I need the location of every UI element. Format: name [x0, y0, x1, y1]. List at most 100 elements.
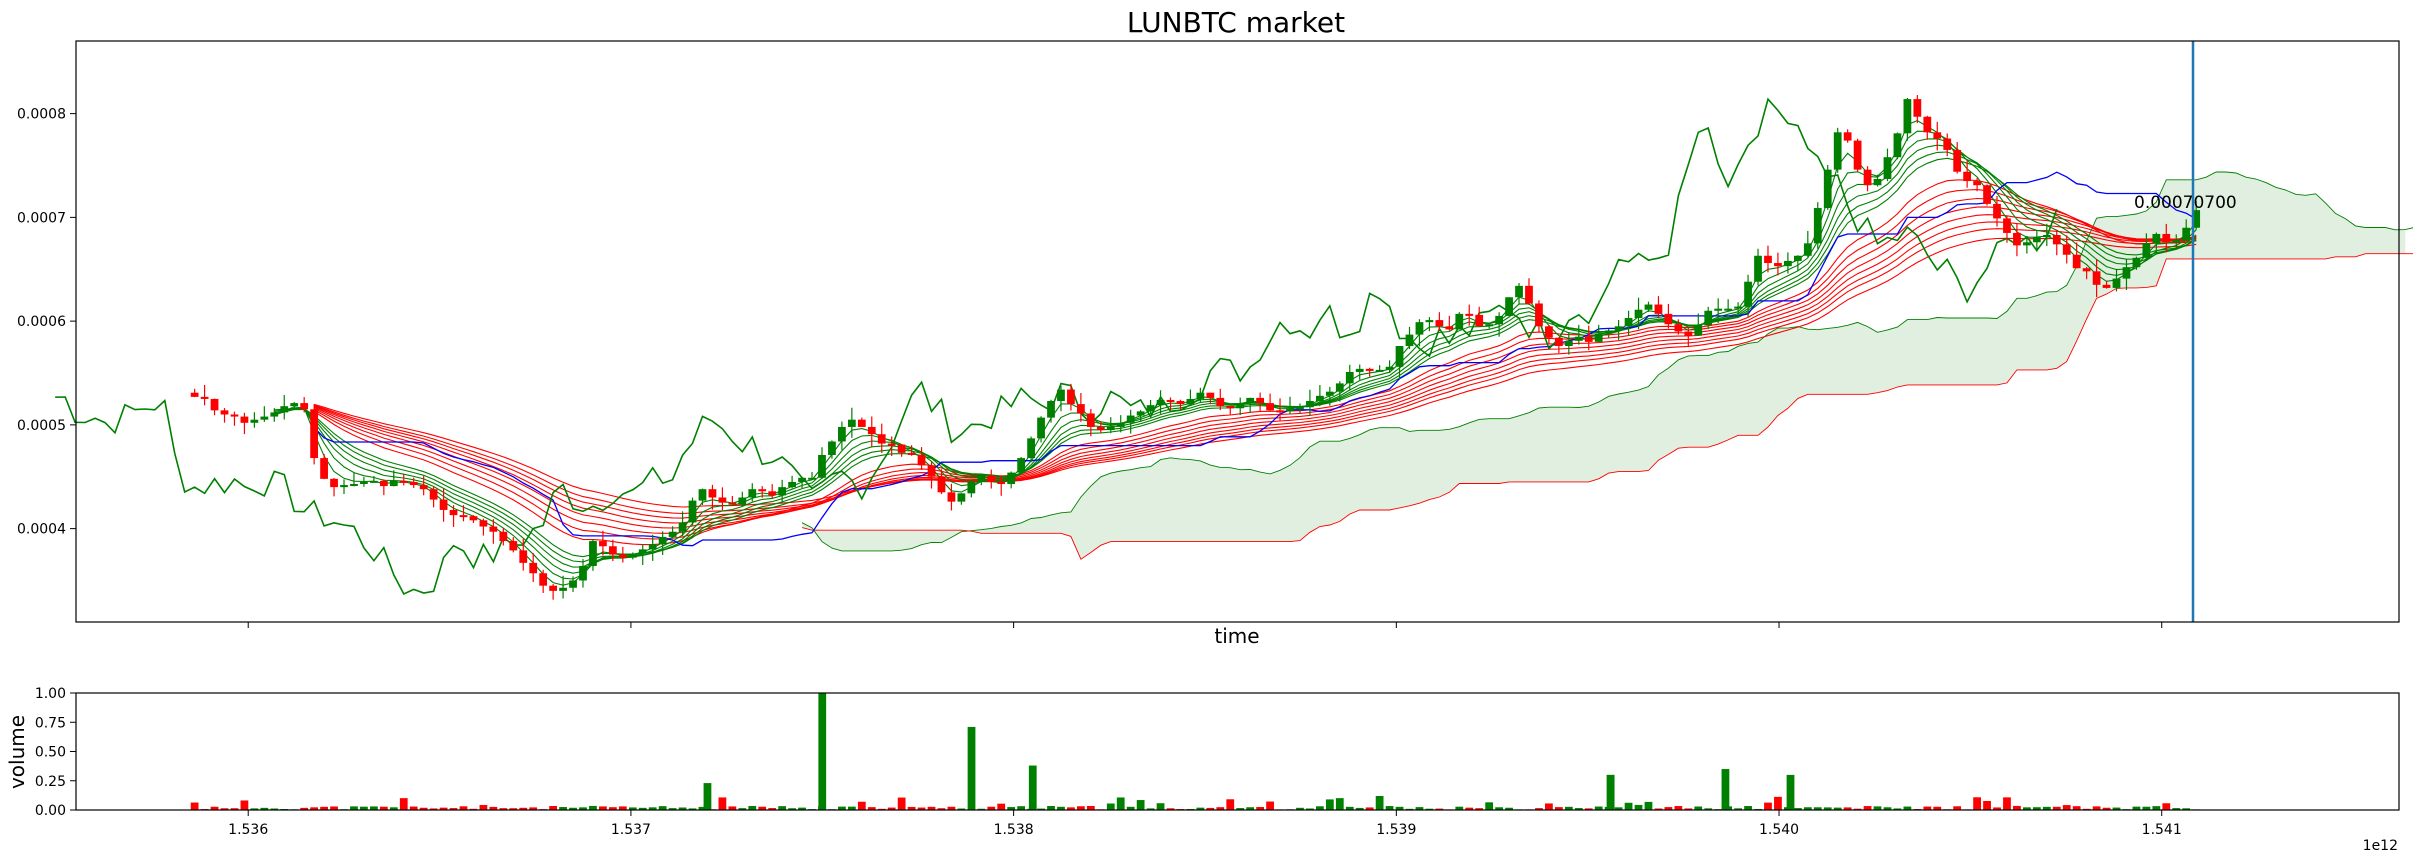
volume-bar — [439, 807, 448, 810]
candle-body — [1505, 297, 1513, 316]
candle-body — [1475, 314, 1484, 327]
slow-ma-line — [313, 237, 2197, 508]
volume-bar — [1435, 808, 1444, 810]
candle-body — [857, 419, 866, 427]
volume-bar — [250, 808, 259, 810]
volume-bar — [997, 803, 1006, 810]
volume-bar — [1614, 807, 1623, 810]
candle-body — [1973, 181, 1981, 186]
volume-y-tick-label: 0.00 — [35, 803, 66, 819]
volume-bar — [957, 808, 966, 810]
candle-body — [2172, 240, 2181, 243]
volume-bar — [977, 808, 986, 810]
volume-bar — [549, 806, 558, 810]
candle-body — [1744, 281, 1752, 307]
slow-ma-line — [313, 228, 2197, 515]
candle-body — [957, 493, 966, 502]
candle-body — [788, 481, 796, 488]
volume-x-tick-label: 1.539 — [1376, 822, 1416, 838]
volume-bar — [1216, 807, 1225, 810]
candle-body — [1554, 337, 1563, 347]
volume-bar — [1395, 806, 1404, 810]
candle-body — [1106, 426, 1115, 431]
candle-body — [1933, 132, 1942, 139]
candle-body — [2062, 244, 2071, 255]
candle-body — [350, 484, 358, 487]
volume-bar — [1594, 806, 1603, 810]
candle-body — [1863, 169, 1872, 186]
candle-body — [1843, 132, 1852, 141]
volume-bar — [1345, 806, 1354, 810]
volume-bar — [778, 806, 787, 810]
candle-body — [1017, 458, 1026, 473]
kijun-line — [313, 171, 2197, 547]
candle-body — [529, 562, 538, 574]
volume-bar — [987, 806, 996, 810]
candle-body — [1256, 397, 1265, 404]
volume-bar — [350, 806, 358, 810]
volume-bar — [1017, 806, 1026, 810]
volume-bar — [937, 808, 946, 810]
last-price-annotation: 0.00070700 — [2134, 193, 2237, 213]
candle-body — [459, 515, 468, 518]
candle-body — [340, 485, 348, 488]
candle-body — [847, 419, 856, 427]
volume-bar — [1664, 807, 1673, 810]
candle-body — [519, 550, 528, 563]
volume-y-tick-label: 0.50 — [35, 745, 66, 761]
volume-bar — [847, 806, 856, 810]
candle-body — [1116, 422, 1125, 427]
candle-body — [1793, 255, 1802, 261]
volume-bar — [360, 806, 368, 810]
candle-body — [1395, 346, 1404, 367]
candle-body — [947, 492, 956, 502]
candle-body — [1674, 324, 1683, 332]
volume-bar — [1315, 806, 1324, 810]
volume-bar — [698, 806, 707, 810]
candle-body — [1983, 185, 1991, 204]
candle-body — [1953, 149, 1962, 172]
candle-body — [579, 565, 587, 581]
volume-bar — [768, 808, 777, 810]
volume-bar — [1953, 806, 1962, 810]
y-tick-label: 0.0006 — [17, 314, 66, 330]
volume-bar — [1993, 807, 2001, 810]
candle-body — [1375, 369, 1384, 372]
volume-bar — [469, 808, 478, 810]
volume-bar — [1485, 802, 1494, 810]
candles — [190, 95, 2201, 600]
volume-bar — [628, 807, 637, 810]
candle-body — [1495, 315, 1504, 325]
candle-body — [1684, 331, 1693, 336]
candle-body — [1355, 368, 1364, 372]
candle-body — [1634, 309, 1643, 319]
candle-body — [1027, 438, 1035, 459]
candle-body — [1286, 408, 1294, 412]
volume-bar — [1744, 806, 1752, 810]
candle-body — [897, 444, 906, 453]
volume-bar — [409, 806, 418, 810]
volume-bar — [1793, 808, 1802, 810]
volume-bar — [479, 804, 488, 810]
candle-body — [290, 403, 299, 407]
candle-body — [1365, 368, 1374, 371]
volume-bar — [1415, 807, 1424, 810]
volume-bar — [1903, 806, 1912, 810]
candle-body — [2092, 271, 2101, 285]
volume-spike-bar — [1721, 769, 1730, 810]
candle-body — [1435, 320, 1444, 327]
volume-bar — [1883, 807, 1892, 810]
candle-body — [569, 580, 577, 588]
volume-bar — [658, 806, 667, 810]
volume-bar — [1037, 808, 1045, 810]
volume-y-tick-label: 1.00 — [35, 686, 66, 702]
candle-body — [1584, 336, 1593, 342]
volume-bar — [499, 808, 508, 810]
volume-spike-bar — [703, 783, 712, 810]
slow-ma-line — [313, 179, 2197, 546]
candle-body — [668, 531, 677, 537]
candle-body — [369, 480, 378, 483]
volume-bar — [1136, 800, 1145, 810]
candle-body — [360, 481, 368, 485]
